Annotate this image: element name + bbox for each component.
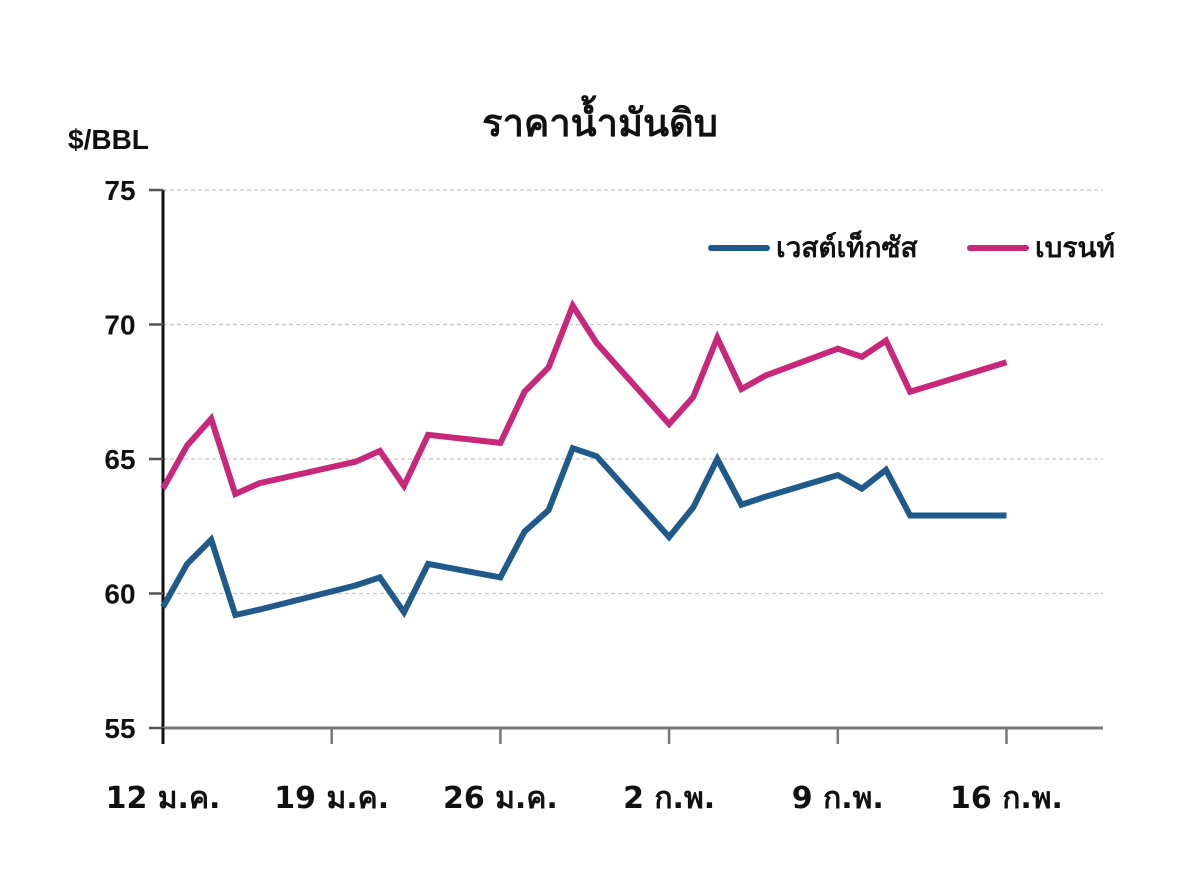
series-line-wti bbox=[160, 444, 1007, 619]
y-axis-ticks: 55 60 65 70 75 bbox=[104, 175, 163, 744]
legend-item-wti: เวสต์เท็กซัส bbox=[708, 226, 918, 270]
legend-label-brent: เบรนท์ bbox=[1035, 231, 1115, 264]
y-tick-label: 60 bbox=[104, 579, 135, 610]
x-tick-label: 19 ม.ค. bbox=[274, 781, 389, 816]
legend-swatch-wti bbox=[708, 245, 770, 251]
legend-item-brent: เบรนท์ bbox=[967, 226, 1115, 270]
series-lines bbox=[160, 299, 1008, 619]
axes bbox=[161, 190, 1103, 744]
legend-swatch-brent bbox=[967, 245, 1029, 251]
x-tick-label: 2 ก.พ. bbox=[623, 781, 715, 816]
gridlines bbox=[163, 189, 1103, 595]
y-tick-label: 70 bbox=[104, 310, 135, 341]
y-axis-label: $/BBL bbox=[68, 124, 149, 155]
x-tick-label: 12 ม.ค. bbox=[106, 781, 221, 816]
y-tick-label: 75 bbox=[104, 175, 135, 206]
x-tick-label: 26 ม.ค. bbox=[443, 781, 558, 816]
series-line-brent bbox=[160, 299, 1008, 499]
x-tick-label: 16 ก.พ. bbox=[950, 781, 1063, 816]
x-tick-label: 9 ก.พ. bbox=[792, 781, 884, 816]
y-tick-label: 65 bbox=[104, 444, 135, 475]
legend-label-wti: เวสต์เท็กซัส bbox=[776, 231, 918, 264]
chart-title: ราคาน้ำมันดิบ bbox=[482, 101, 718, 145]
x-axis-ticks: 12 ม.ค. 19 ม.ค. 26 ม.ค. 2 ก.พ. 9 ก.พ. 16 ก.พ. bbox=[106, 728, 1063, 816]
y-tick-label: 55 bbox=[104, 713, 135, 744]
